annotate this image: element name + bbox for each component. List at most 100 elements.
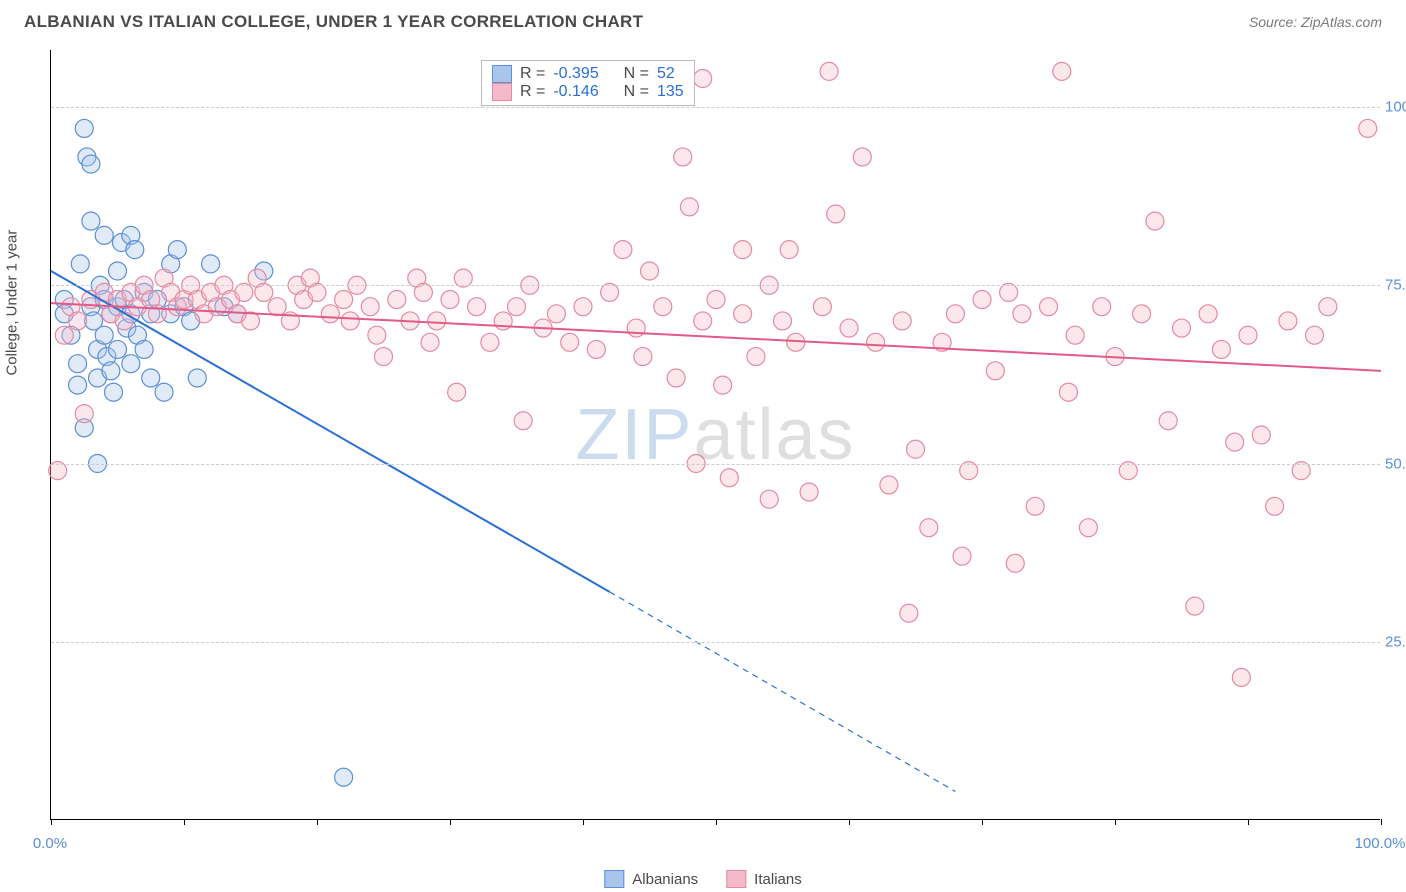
scatter-point bbox=[654, 298, 672, 316]
scatter-point bbox=[55, 326, 73, 344]
scatter-point bbox=[946, 305, 964, 323]
scatter-point bbox=[481, 333, 499, 351]
gridline bbox=[51, 642, 1380, 643]
scatter-point bbox=[441, 291, 459, 309]
scatter-point bbox=[102, 362, 120, 380]
scatter-point bbox=[1146, 212, 1164, 230]
x-tick bbox=[716, 819, 717, 825]
scatter-point bbox=[973, 291, 991, 309]
legend-item: Albanians bbox=[604, 870, 698, 888]
scatter-point bbox=[760, 490, 778, 508]
scatter-point bbox=[1026, 497, 1044, 515]
legend-swatch-icon bbox=[492, 65, 512, 83]
scatter-point bbox=[574, 298, 592, 316]
stat-r-label: R = bbox=[520, 83, 545, 101]
scatter-point bbox=[82, 155, 100, 173]
legend-swatch-icon bbox=[492, 83, 512, 101]
y-tick-label: 25.0% bbox=[1385, 633, 1406, 650]
scatter-point bbox=[135, 340, 153, 358]
scatter-svg bbox=[51, 50, 1380, 819]
y-tick-label: 50.0% bbox=[1385, 455, 1406, 472]
x-tick bbox=[583, 819, 584, 825]
scatter-point bbox=[109, 340, 127, 358]
scatter-point bbox=[920, 519, 938, 537]
scatter-point bbox=[1306, 326, 1324, 344]
scatter-point bbox=[142, 369, 160, 387]
scatter-point bbox=[388, 291, 406, 309]
scatter-point bbox=[1199, 305, 1217, 323]
scatter-point bbox=[75, 405, 93, 423]
scatter-point bbox=[115, 312, 133, 330]
scatter-point bbox=[674, 148, 692, 166]
scatter-point bbox=[448, 383, 466, 401]
trend-line-extrapolated bbox=[610, 592, 956, 792]
scatter-point bbox=[1279, 312, 1297, 330]
scatter-point bbox=[853, 148, 871, 166]
scatter-point bbox=[1066, 326, 1084, 344]
x-tick bbox=[849, 819, 850, 825]
scatter-point bbox=[1226, 433, 1244, 451]
scatter-point bbox=[1319, 298, 1337, 316]
x-tick bbox=[1381, 819, 1382, 825]
scatter-point bbox=[375, 348, 393, 366]
stats-row: R = -0.395 N = 52 bbox=[492, 65, 684, 83]
scatter-point bbox=[421, 333, 439, 351]
scatter-point bbox=[1186, 597, 1204, 615]
scatter-point bbox=[268, 298, 286, 316]
scatter-point bbox=[614, 241, 632, 259]
scatter-point bbox=[122, 355, 140, 373]
scatter-point bbox=[468, 298, 486, 316]
scatter-point bbox=[168, 241, 186, 259]
scatter-point bbox=[667, 369, 685, 387]
scatter-point bbox=[69, 376, 87, 394]
scatter-point bbox=[900, 604, 918, 622]
scatter-point bbox=[720, 469, 738, 487]
legend-label: Albanians bbox=[632, 871, 698, 888]
scatter-point bbox=[1159, 412, 1177, 430]
scatter-point bbox=[707, 291, 725, 309]
scatter-point bbox=[508, 298, 526, 316]
scatter-point bbox=[1252, 426, 1270, 444]
x-tick bbox=[982, 819, 983, 825]
scatter-point bbox=[694, 70, 712, 88]
scatter-point bbox=[953, 547, 971, 565]
scatter-point bbox=[368, 326, 386, 344]
scatter-point bbox=[986, 362, 1004, 380]
legend-swatch-icon bbox=[726, 870, 746, 888]
stat-r-value: -0.395 bbox=[553, 65, 598, 83]
stat-n-label: N = bbox=[624, 65, 649, 83]
scatter-point bbox=[95, 326, 113, 344]
scatter-point bbox=[780, 241, 798, 259]
scatter-point bbox=[1006, 554, 1024, 572]
scatter-point bbox=[335, 768, 353, 786]
y-axis-label: College, Under 1 year bbox=[4, 230, 21, 376]
gridline bbox=[51, 285, 1380, 286]
scatter-point bbox=[680, 198, 698, 216]
legend-item: Italians bbox=[726, 870, 802, 888]
scatter-point bbox=[827, 205, 845, 223]
scatter-point bbox=[634, 348, 652, 366]
scatter-point bbox=[1212, 340, 1230, 358]
source-label: Source: ZipAtlas.com bbox=[1249, 14, 1382, 30]
scatter-point bbox=[694, 312, 712, 330]
x-tick bbox=[184, 819, 185, 825]
scatter-point bbox=[71, 255, 89, 273]
scatter-point bbox=[428, 312, 446, 330]
scatter-point bbox=[75, 119, 93, 137]
scatter-point bbox=[800, 483, 818, 501]
scatter-point bbox=[893, 312, 911, 330]
scatter-point bbox=[747, 348, 765, 366]
bottom-legend: Albanians Italians bbox=[604, 870, 801, 888]
gridline bbox=[51, 107, 1380, 108]
scatter-point bbox=[1059, 383, 1077, 401]
scatter-point bbox=[734, 305, 752, 323]
scatter-point bbox=[69, 312, 87, 330]
scatter-point bbox=[880, 476, 898, 494]
scatter-point bbox=[1266, 497, 1284, 515]
x-tick-label: 100.0% bbox=[1355, 835, 1406, 852]
scatter-point bbox=[1173, 319, 1191, 337]
scatter-point bbox=[188, 369, 206, 387]
scatter-point bbox=[734, 241, 752, 259]
chart-plot-area: ZIPatlas R = -0.395 N = 52R = -0.146 N =… bbox=[50, 50, 1380, 820]
scatter-point bbox=[774, 312, 792, 330]
